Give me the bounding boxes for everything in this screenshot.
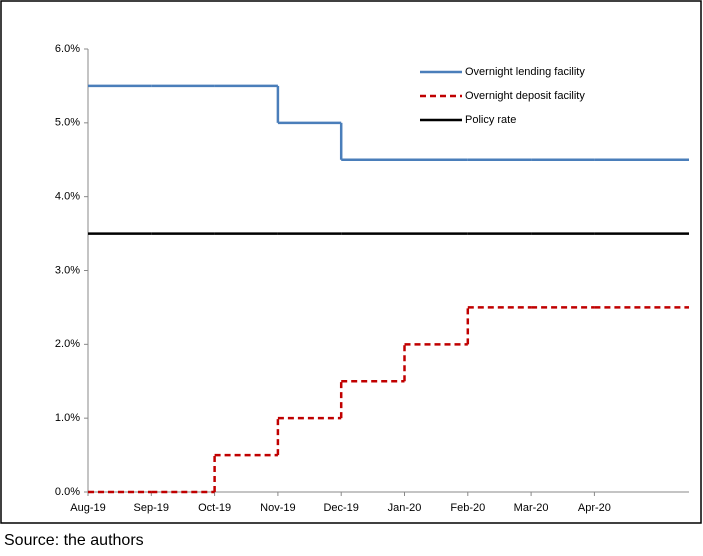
source-note: Source: the authors	[4, 532, 144, 549]
chart-frame	[0, 0, 702, 524]
x-tick-label: Jan-20	[388, 502, 422, 514]
x-tick-label: Oct-19	[198, 502, 231, 514]
y-tick-label: 1.0%	[55, 412, 80, 424]
x-tick-label: Aug-19	[70, 502, 105, 514]
x-tick-label: Dec-19	[323, 502, 358, 514]
x-tick-label: Sep-19	[134, 502, 169, 514]
y-tick-label: 4.0%	[55, 191, 80, 203]
legend-label: Overnight deposit facility	[465, 90, 585, 102]
y-tick-label: 6.0%	[55, 43, 80, 55]
y-tick-label: 2.0%	[55, 338, 80, 350]
legend-label: Policy rate	[465, 114, 516, 126]
x-tick-label: Apr-20	[578, 502, 611, 514]
x-tick-label: Nov-19	[260, 502, 295, 514]
y-tick-label: 0.0%	[55, 486, 80, 498]
x-tick-label: Feb-20	[450, 502, 485, 514]
legend-label: Overnight lending facility	[465, 66, 585, 78]
y-tick-label: 3.0%	[55, 264, 80, 276]
y-tick-label: 5.0%	[55, 117, 80, 129]
x-tick-label: Mar-20	[514, 502, 549, 514]
